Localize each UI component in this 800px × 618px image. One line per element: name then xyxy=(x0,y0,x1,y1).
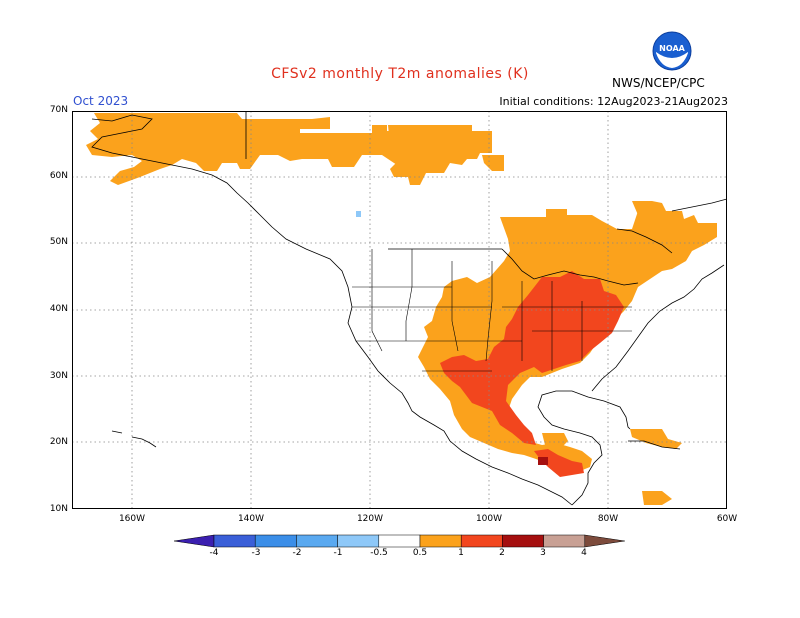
colorbar-label: -2 xyxy=(292,548,302,558)
anomaly-region-hudson xyxy=(388,125,492,185)
lon-label-140w: 140W xyxy=(237,514,265,524)
anomaly-region-venezuela xyxy=(642,491,672,505)
colorbar-label: -1 xyxy=(333,548,343,558)
lat-label-40n: 40N xyxy=(49,304,68,314)
borders xyxy=(352,249,632,372)
colorbar-label: 0.5 xyxy=(412,548,428,558)
lat-label-10n: 10N xyxy=(49,504,68,514)
anomaly-region-labrador xyxy=(632,201,662,215)
colorbar-label: 1 xyxy=(458,548,464,558)
colorbar-segment xyxy=(337,534,380,548)
lat-label-30n: 30N xyxy=(49,371,68,381)
anomaly-region-se-us xyxy=(440,271,624,445)
lon-label-100w: 100W xyxy=(475,514,503,524)
anomaly-region-yucatan xyxy=(542,433,568,449)
colorbar-segment xyxy=(254,534,297,548)
graticule xyxy=(72,111,727,509)
colorbar-segment xyxy=(296,534,338,548)
initial-conditions: Initial conditions: 12Aug2023-21Aug2023 xyxy=(499,95,728,108)
anomaly-fill-layer xyxy=(86,113,717,505)
lat-label-60n: 60N xyxy=(49,171,68,181)
colorbar-label: 4 xyxy=(581,548,587,558)
forecast-month: Oct 2023 xyxy=(73,94,129,108)
agency-label: NWS/NCEP/CPC xyxy=(612,76,705,90)
colorbar-segment xyxy=(584,534,625,548)
anomaly-region-cuba xyxy=(630,429,682,449)
lat-label-20n: 20N xyxy=(49,437,68,447)
colorbar-label: -3 xyxy=(251,548,261,558)
anomaly-region-alaska xyxy=(86,113,464,185)
coastlines xyxy=(91,111,727,506)
colorbar-label: -0.5 xyxy=(370,548,388,558)
anomaly-region-newfoundland xyxy=(482,155,504,171)
chart-title: CFSv2 monthly T2m anomalies (K) xyxy=(271,66,529,82)
noaa-logo-icon: NOAA xyxy=(652,31,692,71)
colorbar-segment xyxy=(419,534,462,548)
colorbar-segment xyxy=(213,534,256,548)
svg-text:NOAA: NOAA xyxy=(659,44,685,53)
colorbar-segment xyxy=(543,534,586,548)
lat-label-50n: 50N xyxy=(49,237,68,247)
colorbar-label: -4 xyxy=(209,548,219,558)
colorbar-segment xyxy=(502,534,544,548)
map-frame xyxy=(72,111,727,509)
colorbar-segment xyxy=(460,534,503,548)
anomaly-region-negative xyxy=(356,211,361,217)
colorbar xyxy=(174,534,625,548)
colorbar-segment xyxy=(378,534,421,548)
lon-label-80w: 80W xyxy=(597,514,619,524)
lon-label-160w: 160W xyxy=(118,514,146,524)
colorbar-segment xyxy=(174,534,215,548)
colorbar-label: 2 xyxy=(499,548,505,558)
colorbar-label: 3 xyxy=(540,548,546,558)
lat-label-70n: 70N xyxy=(49,105,68,115)
anomaly-region-dark-red xyxy=(538,457,548,465)
lon-label-60w: 60W xyxy=(716,514,738,524)
anomaly-map xyxy=(72,111,727,509)
anomaly-region-central-america xyxy=(534,449,584,477)
lon-label-120w: 120W xyxy=(356,514,384,524)
